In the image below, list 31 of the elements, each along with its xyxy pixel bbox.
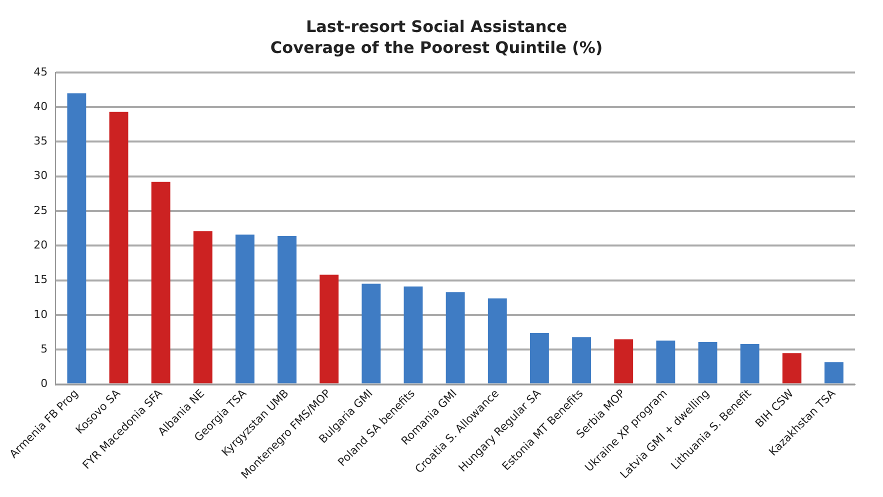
bar [656,340,676,384]
bar [362,284,381,384]
bar [824,362,844,384]
bar [404,286,423,384]
bar [614,339,634,384]
y-tick-label: 20 [34,238,48,252]
bar [278,236,297,384]
y-tick-label: 15 [34,273,48,286]
bar [488,298,507,384]
bar [572,337,592,384]
bar [530,332,549,384]
bar [320,274,339,384]
y-tick-label: 10 [34,308,48,321]
bar [236,234,254,384]
bar [193,231,212,384]
y-tick-label: 40 [34,100,48,113]
bar [67,93,86,384]
chart-subtitle: Coverage of the Poorest Quintile (%) [270,38,603,57]
y-tick-label: 0 [40,377,48,390]
y-tick-label: 5 [40,342,48,356]
y-tick-label: 30 [34,169,48,182]
bar [698,342,718,384]
bar [109,112,128,384]
y-tick-label: 45 [34,65,48,78]
bar [740,344,760,384]
chart-title: Last-resort Social Assistance [306,16,568,36]
bar [782,353,802,384]
y-tick-label: 35 [34,134,48,148]
y-tick-label: 25 [34,204,48,217]
bar [446,292,465,384]
bar [151,182,170,384]
